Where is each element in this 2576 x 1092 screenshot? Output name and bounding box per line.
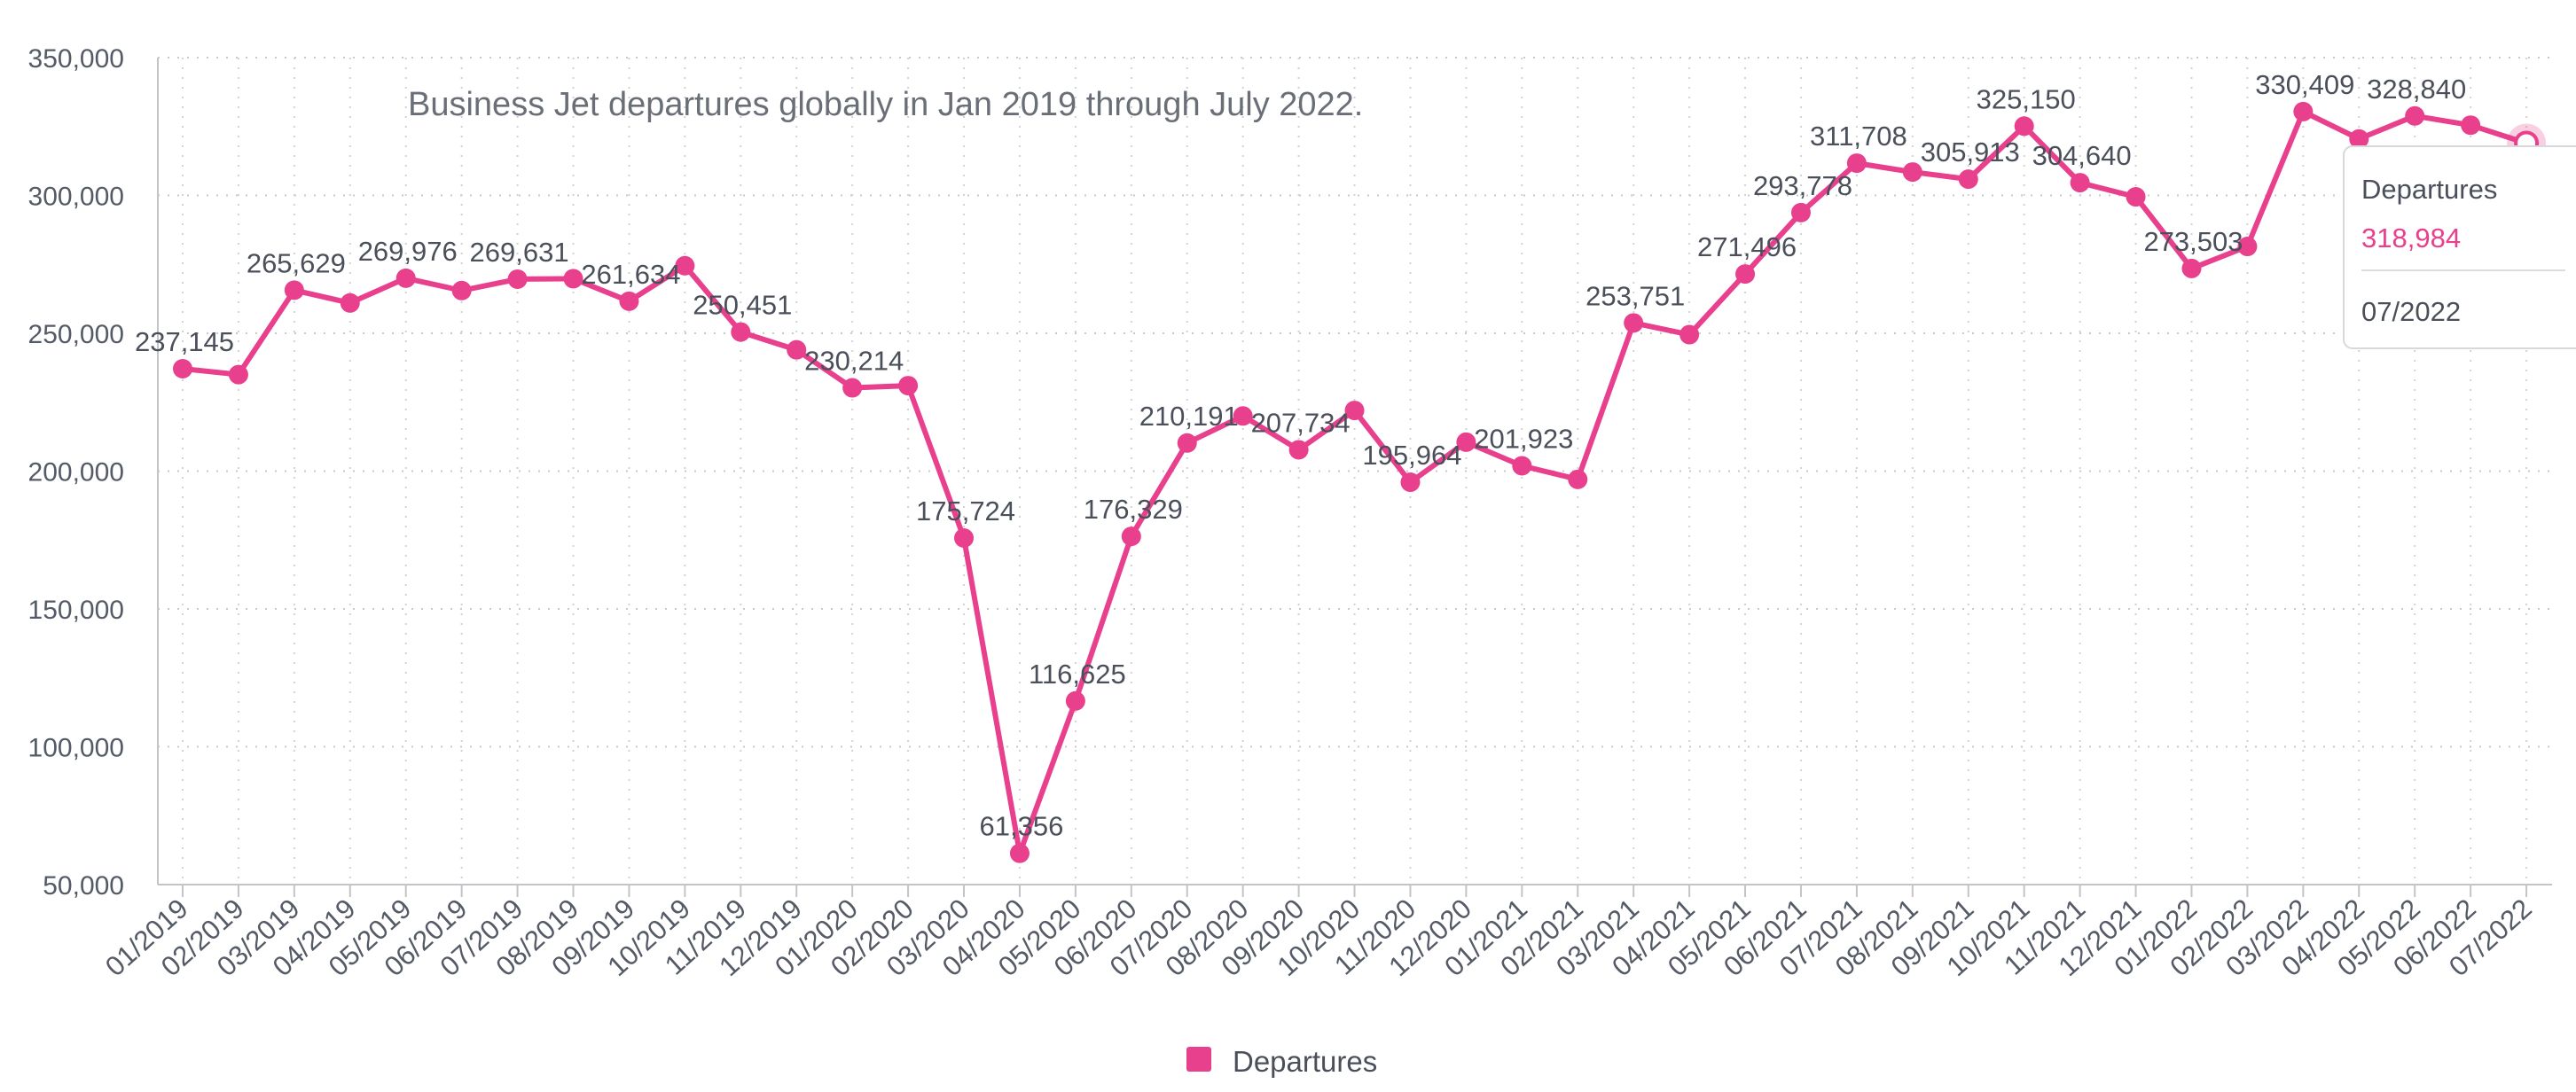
data-point: [2181, 258, 2202, 278]
data-point: [284, 280, 304, 300]
data-point: [2349, 129, 2369, 149]
data-point: [340, 292, 360, 313]
y-tick-label: 150,000: [28, 596, 124, 625]
data-label: 201,923: [1474, 424, 1573, 455]
data-point: [731, 322, 751, 342]
data-point: [2126, 187, 2146, 207]
data-point: [954, 527, 975, 548]
data-label: 269,631: [470, 237, 569, 268]
data-label: 207,734: [1251, 407, 1351, 438]
data-label: 304,640: [2032, 140, 2132, 171]
data-point: [1288, 440, 1309, 460]
data-point: [1735, 264, 1756, 285]
data-point: [2293, 101, 2314, 121]
data-label: 175,724: [916, 495, 1015, 526]
data-point: [1846, 153, 1867, 174]
legend-swatch: [1186, 1047, 1211, 1072]
data-label: 195,964: [1362, 440, 1461, 471]
data-label: 305,913: [1921, 136, 2020, 168]
chart-title: Business Jet departures globally in Jan …: [408, 86, 1363, 123]
data-point: [2461, 115, 2481, 136]
data-point: [2237, 237, 2258, 257]
data-point: [1902, 162, 1922, 183]
series-line-departures: [180, 108, 2530, 856]
data-point: [842, 378, 863, 398]
data-label: 261,634: [581, 259, 680, 290]
data-point: [563, 269, 583, 289]
data-label: 325,150: [1977, 83, 2076, 114]
data-label: 269,976: [358, 236, 458, 267]
tooltip-series-name: Departures: [2361, 174, 2497, 205]
data-label: 265,629: [247, 247, 346, 278]
data-point: [1400, 472, 1421, 493]
tooltip-date: 07/2022: [2361, 296, 2461, 327]
data-point: [507, 269, 528, 289]
data-label: 311,708: [1810, 121, 1907, 152]
data-point: [395, 268, 416, 288]
data-label: 230,214: [804, 346, 904, 377]
data-label: 328,840: [2367, 74, 2466, 105]
data-label: 293,778: [1753, 170, 1852, 201]
data-point: [898, 376, 919, 396]
data-point: [1624, 313, 1644, 333]
y-tick-label: 200,000: [28, 458, 124, 488]
data-label: 271,496: [1697, 231, 1797, 262]
data-point: [787, 339, 807, 360]
data-point: [619, 291, 639, 311]
data-point: [1065, 690, 1085, 711]
grid-layer: [158, 57, 2552, 885]
tooltip-value: 318,984: [2361, 222, 2461, 254]
data-point: [1009, 843, 1030, 863]
series-layer: [173, 101, 2547, 863]
tooltip-box: [2343, 145, 2576, 349]
data-label: 210,191: [1139, 401, 1239, 432]
legend[interactable]: Departures: [1186, 1045, 1377, 1078]
data-label: 253,751: [1586, 280, 1685, 311]
data-point: [2070, 173, 2090, 193]
data-point: [1233, 406, 1253, 426]
data-point: [1344, 401, 1365, 421]
data-point: [1679, 324, 1700, 345]
y-tick-label: 350,000: [28, 44, 124, 74]
data-label: 330,409: [2255, 69, 2354, 100]
y-tick-label: 300,000: [28, 183, 124, 212]
y-tick-label: 250,000: [28, 320, 124, 349]
data-label: 250,451: [693, 290, 792, 321]
y-tick-label: 50,000: [43, 871, 124, 901]
data-point: [1121, 526, 1141, 547]
data-point: [1790, 202, 1811, 222]
data-label: 237,145: [135, 326, 234, 357]
data-label: 176,329: [1084, 494, 1183, 525]
data-point: [1568, 469, 1588, 489]
data-label: 61,356: [980, 811, 1064, 842]
data-label-layer: 237,145 265,629 269,976 269,631 261,634 250,4…: [135, 69, 2466, 842]
data-point: [675, 255, 695, 276]
data-point: [228, 364, 248, 385]
data-point: [1456, 432, 1476, 452]
data-point: [451, 280, 472, 300]
data-point: [173, 358, 192, 378]
data-point: [2014, 116, 2034, 136]
y-tick-label: 100,000: [28, 734, 124, 763]
tooltip: Departures 318,984 07/2022: [2343, 145, 2576, 349]
legend-label: Departures: [1233, 1045, 1377, 1078]
data-label: 273,503: [2143, 226, 2243, 257]
data-point: [2405, 105, 2425, 126]
data-point: [1177, 433, 1197, 453]
data-point: [1958, 169, 1978, 190]
data-label: 116,625: [1029, 659, 1126, 690]
data-point: [1512, 456, 1532, 476]
